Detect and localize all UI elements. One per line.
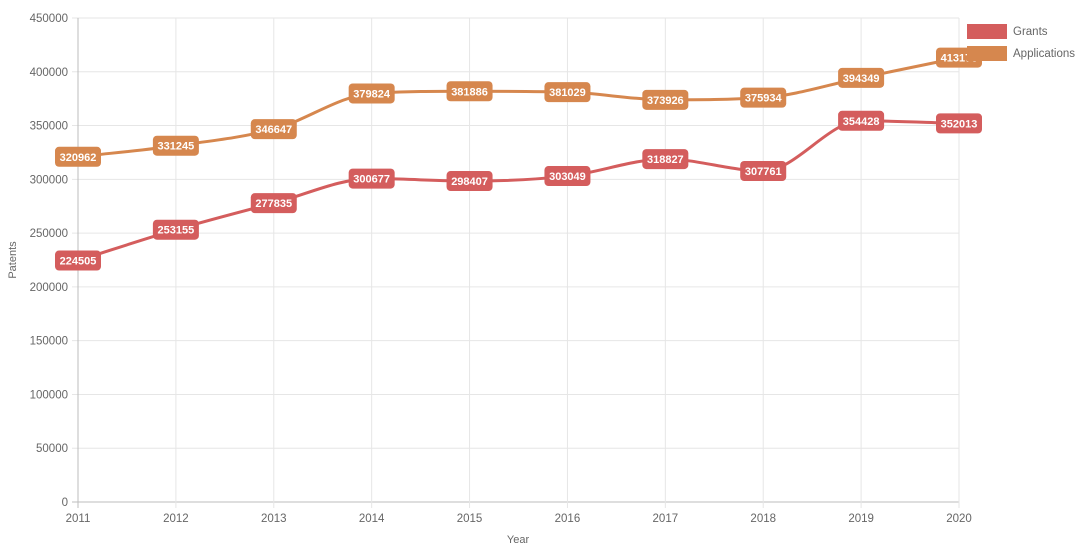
applications-data-label: 375934 [745,93,783,105]
applications-data-label-box [642,89,689,110]
grants-data-label-box [544,166,591,187]
y-tick-label: 200000 [30,282,68,294]
y-tick-label: 400000 [30,67,68,79]
grants-data-label-box [250,193,297,214]
applications-data-label-box [55,146,101,167]
grants-data-label: 307761 [745,166,782,178]
grants-data-label-box [152,219,199,240]
legend-item-grants[interactable]: Grants [967,24,1048,39]
applications-data-label-box [152,135,199,156]
x-tick-label: 2015 [457,513,483,525]
y-tick-label: 450000 [30,13,68,25]
y-axis-title: Patents [7,241,19,279]
applications-data-label-box [838,67,885,88]
grants-data-label: 354428 [843,116,880,128]
legend-item-applications[interactable]: Applications [967,46,1075,61]
y-tick-label: 350000 [30,121,68,133]
applications-series-line [76,56,961,159]
applications-data-point: 331245 [152,135,199,156]
applications-data-point: 381029 [544,82,591,103]
applications-data-label: 346647 [255,124,292,136]
legend-swatch [967,46,1007,61]
grants-data-label: 300677 [353,174,390,186]
applications-data-label: 320962 [60,152,97,164]
x-tick-label: 2020 [946,513,972,525]
grants-data-label-box [936,113,982,134]
y-tick-label: 300000 [30,174,68,186]
grants-data-point: 303049 [544,166,591,187]
grants-data-point: 354428 [838,110,885,131]
applications-data-point: 394349 [838,67,885,88]
x-tick-label: 2013 [261,513,287,525]
applications-data-label-box [348,83,395,104]
grants-data-label: 352013 [941,118,978,130]
applications-data-label: 379824 [353,88,391,100]
y-tick-label: 100000 [30,389,68,401]
y-tick-label: 0 [62,497,68,509]
series-lines [76,56,961,263]
x-tick-label: 2019 [848,513,874,525]
grants-data-point: 352013 [936,113,982,134]
grants-data-label: 303049 [549,171,586,183]
x-tick-label: 2014 [359,513,385,525]
x-tick-label: 2017 [653,513,679,525]
grants-data-point: 253155 [152,219,199,240]
applications-data-label: 394349 [843,73,880,85]
applications-data-label-box [740,87,787,108]
grants-data-point: 224505 [55,250,101,271]
applications-data-label: 381029 [549,87,586,99]
grants-data-label: 253155 [158,225,195,237]
grants-data-label: 318827 [647,154,684,166]
legend: Grants Applications [967,24,1075,61]
applications-data-point: 320962 [55,146,101,167]
data-labels: 224505 253155 277835 300677 298407 303049 3188… [55,47,982,271]
x-tick-label: 2012 [163,513,189,525]
x-tick-label: 2016 [555,513,581,525]
y-tick-label: 50000 [36,443,68,455]
applications-data-point: 381886 [446,81,493,102]
applications-data-label: 373926 [647,95,684,107]
applications-data-label-box [544,82,591,103]
grants-data-label-box [740,160,787,181]
x-axis-title: Year [507,534,530,546]
legend-label: Grants [1013,26,1048,38]
grants-data-point: 277835 [250,193,297,214]
x-tick-label: 2018 [750,513,776,525]
applications-data-label: 331245 [158,141,195,153]
applications-data-label-box [250,119,297,140]
applications-data-point: 379824 [348,83,395,104]
applications-data-point: 373926 [642,89,689,110]
legend-swatch [967,24,1007,39]
grants-series-line [76,119,961,263]
applications-data-point: 346647 [250,119,297,140]
axes: 0 50000 100000 150000 200000 250000 300000 3500… [30,13,972,525]
legend-label: Applications [1013,48,1075,60]
y-tick-label: 250000 [30,228,68,240]
grants-data-label-box [642,149,689,170]
grants-data-label-box [838,110,885,131]
applications-data-label: 381886 [451,86,488,98]
grants-data-point: 318827 [642,149,689,170]
grants-data-point: 307761 [740,160,787,181]
applications-data-point: 375934 [740,87,787,108]
grants-data-point: 298407 [446,171,493,192]
grants-data-point: 300677 [348,168,395,189]
y-tick-label: 150000 [30,336,68,348]
grants-data-label: 298407 [451,176,488,188]
grants-data-label-box [55,250,101,271]
x-tick-label: 2011 [66,513,91,525]
grants-data-label-box [348,168,395,189]
grid-lines [72,17,960,508]
grants-data-label-box [446,171,493,192]
applications-data-label-box [446,81,493,102]
grants-data-label: 277835 [255,198,292,210]
grants-data-label: 224505 [60,256,97,268]
